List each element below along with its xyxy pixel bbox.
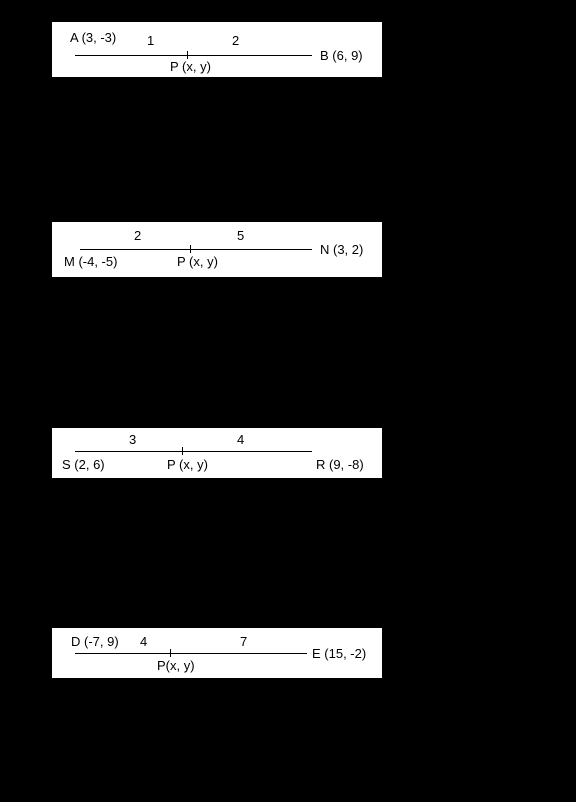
line-segment: [75, 653, 307, 654]
right-label: R (9, -8): [316, 457, 364, 472]
line-segment: [80, 249, 312, 250]
ratio-right: 5: [237, 228, 244, 243]
left-label: D (-7, 9): [71, 634, 119, 649]
line-segment: [75, 55, 312, 56]
right-label: N (3, 2): [320, 242, 363, 257]
point-label: P(x, y): [157, 658, 195, 673]
ratio-left: 2: [134, 228, 141, 243]
tick-mark: [182, 447, 183, 455]
tick-mark: [170, 649, 171, 657]
diagram-1: M (-4, -5) N (3, 2) 2 5 P (x, y): [52, 222, 382, 277]
diagram-0: A (3, -3) B (6, 9) 1 2 P (x, y): [52, 22, 382, 77]
ratio-right: 2: [232, 33, 239, 48]
line-segment: [75, 451, 312, 452]
tick-mark: [187, 51, 188, 59]
ratio-left: 1: [147, 33, 154, 48]
tick-mark: [190, 245, 191, 253]
diagram-3: D (-7, 9) E (15, -2) 4 7 P(x, y): [52, 628, 382, 678]
point-label: P (x, y): [170, 59, 211, 74]
point-label: P (x, y): [167, 457, 208, 472]
ratio-left: 4: [140, 634, 147, 649]
left-label: M (-4, -5): [64, 254, 117, 269]
left-label: A (3, -3): [70, 30, 116, 45]
left-label: S (2, 6): [62, 457, 105, 472]
right-label: E (15, -2): [312, 646, 366, 661]
right-label: B (6, 9): [320, 48, 363, 63]
ratio-right: 4: [237, 432, 244, 447]
point-label: P (x, y): [177, 254, 218, 269]
diagram-2: S (2, 6) R (9, -8) 3 4 P (x, y): [52, 428, 382, 478]
ratio-left: 3: [129, 432, 136, 447]
ratio-right: 7: [240, 634, 247, 649]
